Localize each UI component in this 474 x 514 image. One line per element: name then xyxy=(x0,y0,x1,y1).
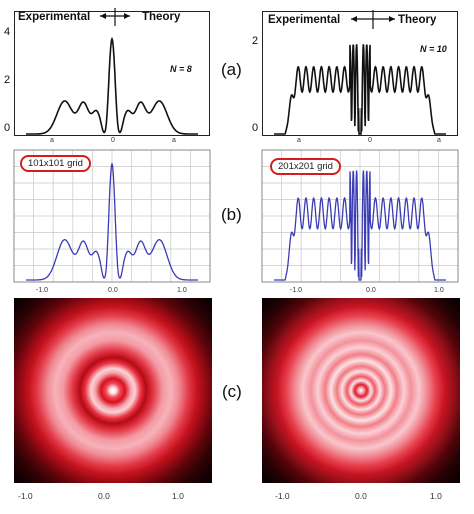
ring-pattern-c-right xyxy=(262,298,460,483)
xtick-a-left-2: 0 xyxy=(111,137,115,144)
ytick-a-left-0: 0 xyxy=(4,122,11,134)
grid-label-b-right: 201x201 grid xyxy=(270,158,341,175)
plot-b-right-grid xyxy=(261,149,459,283)
ytick-a-right-2: 2 xyxy=(252,35,259,47)
plot-border xyxy=(13,149,211,283)
xtick-c-left-1: -1.0 xyxy=(18,491,33,501)
ytick-a-left-2: 2 xyxy=(4,74,11,86)
subfigure-label-a: (a) xyxy=(221,60,242,79)
theory-label-a-right: Theory xyxy=(398,14,437,26)
plot-border xyxy=(261,149,459,283)
xtick-b-right-1: -1.0 xyxy=(290,287,303,294)
plot-a-right-frame xyxy=(262,11,458,136)
curve-path xyxy=(274,44,446,135)
ytick-a-right-0: 0 xyxy=(252,122,259,134)
divider-arrow-a-left xyxy=(100,8,130,26)
experimental-label-a-right: Experimental xyxy=(268,14,341,26)
xtick-c-right-1: -1.0 xyxy=(275,491,290,501)
xtick-c-right-2: 0.0 xyxy=(355,491,367,501)
xtick-b-right-2: 0.0 xyxy=(366,287,376,294)
xtick-c-left-2: 0.0 xyxy=(98,491,110,501)
n-label-a-left: N = 8 xyxy=(170,64,192,74)
n-label-a-right: N = 10 xyxy=(420,44,447,54)
intensity-curve-a-right xyxy=(274,44,446,135)
xtick-c-right-3: 1.0 xyxy=(430,491,442,501)
ytick-a-left-4: 4 xyxy=(4,26,11,38)
divider-arrow-a-right xyxy=(351,10,395,29)
xtick-a-left-3: a xyxy=(172,137,176,144)
xtick-a-right-2: 0 xyxy=(368,137,372,144)
subfigure-label-c: (c) xyxy=(222,382,242,401)
xtick-a-left-1: a xyxy=(50,137,54,144)
ring-pattern-c-left xyxy=(14,298,212,483)
curve-path xyxy=(26,162,198,281)
xtick-a-right-3: a xyxy=(437,137,441,144)
xtick-a-right-1: a xyxy=(297,137,301,144)
xtick-b-right-3: 1.0 xyxy=(434,287,444,294)
xtick-b-left-1: -1.0 xyxy=(36,287,49,294)
xtick-b-left-2: 0.0 xyxy=(108,287,118,294)
subfigure-label-b: (b) xyxy=(221,205,242,224)
xtick-b-left-3: 1.0 xyxy=(177,287,187,294)
curve-path xyxy=(26,36,198,135)
grid-label-b-left: 101x101 grid xyxy=(20,155,91,172)
intensity-curve-a-left xyxy=(26,36,198,135)
curve-path xyxy=(274,170,446,281)
experimental-label-a-left: Experimental xyxy=(18,11,91,23)
xtick-c-left-3: 1.0 xyxy=(172,491,184,501)
plot-a-left-frame xyxy=(14,11,210,136)
theory-label-a-left: Theory xyxy=(142,11,181,23)
